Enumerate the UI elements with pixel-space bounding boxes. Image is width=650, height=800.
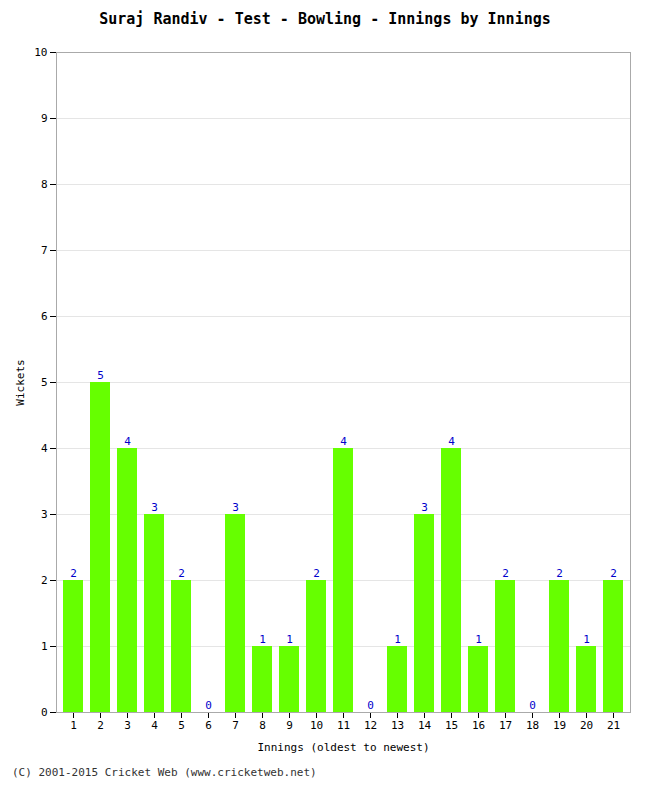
svg-text:5: 5 xyxy=(178,719,185,732)
svg-text:3: 3 xyxy=(151,501,158,514)
svg-text:2: 2 xyxy=(313,567,320,580)
svg-text:16: 16 xyxy=(472,719,485,732)
svg-text:19: 19 xyxy=(553,719,566,732)
svg-text:1: 1 xyxy=(259,633,266,646)
svg-text:2: 2 xyxy=(502,567,509,580)
svg-text:6: 6 xyxy=(41,310,48,323)
svg-text:5: 5 xyxy=(41,376,48,389)
svg-text:0: 0 xyxy=(367,699,374,712)
svg-text:12: 12 xyxy=(364,719,377,732)
svg-text:9: 9 xyxy=(286,719,293,732)
svg-text:2: 2 xyxy=(610,567,617,580)
svg-text:8: 8 xyxy=(41,178,48,191)
svg-text:1: 1 xyxy=(70,719,77,732)
svg-text:10: 10 xyxy=(310,719,323,732)
html-text:(C) 2001-2015 Cricket Web (www: (C) 2001-2015 Cricket Web (www.cricketwe… xyxy=(12,766,317,779)
svg-text:4: 4 xyxy=(340,435,347,448)
svg-text:Wickets: Wickets xyxy=(14,359,27,405)
svg-text:18: 18 xyxy=(526,719,539,732)
svg-text:21: 21 xyxy=(607,719,620,732)
svg-text:1: 1 xyxy=(286,633,293,646)
svg-text:14: 14 xyxy=(418,719,432,732)
svg-text:0: 0 xyxy=(205,699,212,712)
svg-text:4: 4 xyxy=(151,719,158,732)
svg-text:10: 10 xyxy=(34,46,47,59)
svg-text:6: 6 xyxy=(205,719,212,732)
svg-text:4: 4 xyxy=(448,435,455,448)
svg-text:0: 0 xyxy=(41,706,48,719)
html-text:Suraj Randiv - Test - Bowling: Suraj Randiv - Test - Bowling - Innings … xyxy=(99,10,551,28)
svg-text:3: 3 xyxy=(421,501,428,514)
svg-text:13: 13 xyxy=(391,719,404,732)
svg-text:1: 1 xyxy=(41,640,48,653)
svg-text:2: 2 xyxy=(178,567,185,580)
svg-text:1: 1 xyxy=(394,633,401,646)
svg-text:8: 8 xyxy=(259,719,266,732)
svg-text:1: 1 xyxy=(583,633,590,646)
svg-text:3: 3 xyxy=(41,508,48,521)
svg-text:1: 1 xyxy=(475,633,482,646)
svg-text:17: 17 xyxy=(499,719,512,732)
svg-text:9: 9 xyxy=(41,112,48,125)
svg-text:15: 15 xyxy=(445,719,458,732)
svg-text:11: 11 xyxy=(337,719,350,732)
svg-text:4: 4 xyxy=(124,435,131,448)
svg-text:4: 4 xyxy=(41,442,48,455)
svg-text:7: 7 xyxy=(41,244,48,257)
svg-text:20: 20 xyxy=(580,719,593,732)
svg-text:7: 7 xyxy=(232,719,239,732)
svg-text:3: 3 xyxy=(232,501,239,514)
svg-text:2: 2 xyxy=(556,567,563,580)
svg-text:3: 3 xyxy=(124,719,131,732)
svg-text:2: 2 xyxy=(41,574,48,587)
svg-text:Innings (oldest to newest): Innings (oldest to newest) xyxy=(257,741,429,754)
svg-text:5: 5 xyxy=(97,369,104,382)
svg-text:0: 0 xyxy=(529,699,536,712)
svg-text:2: 2 xyxy=(70,567,77,580)
svg-text:2: 2 xyxy=(97,719,104,732)
